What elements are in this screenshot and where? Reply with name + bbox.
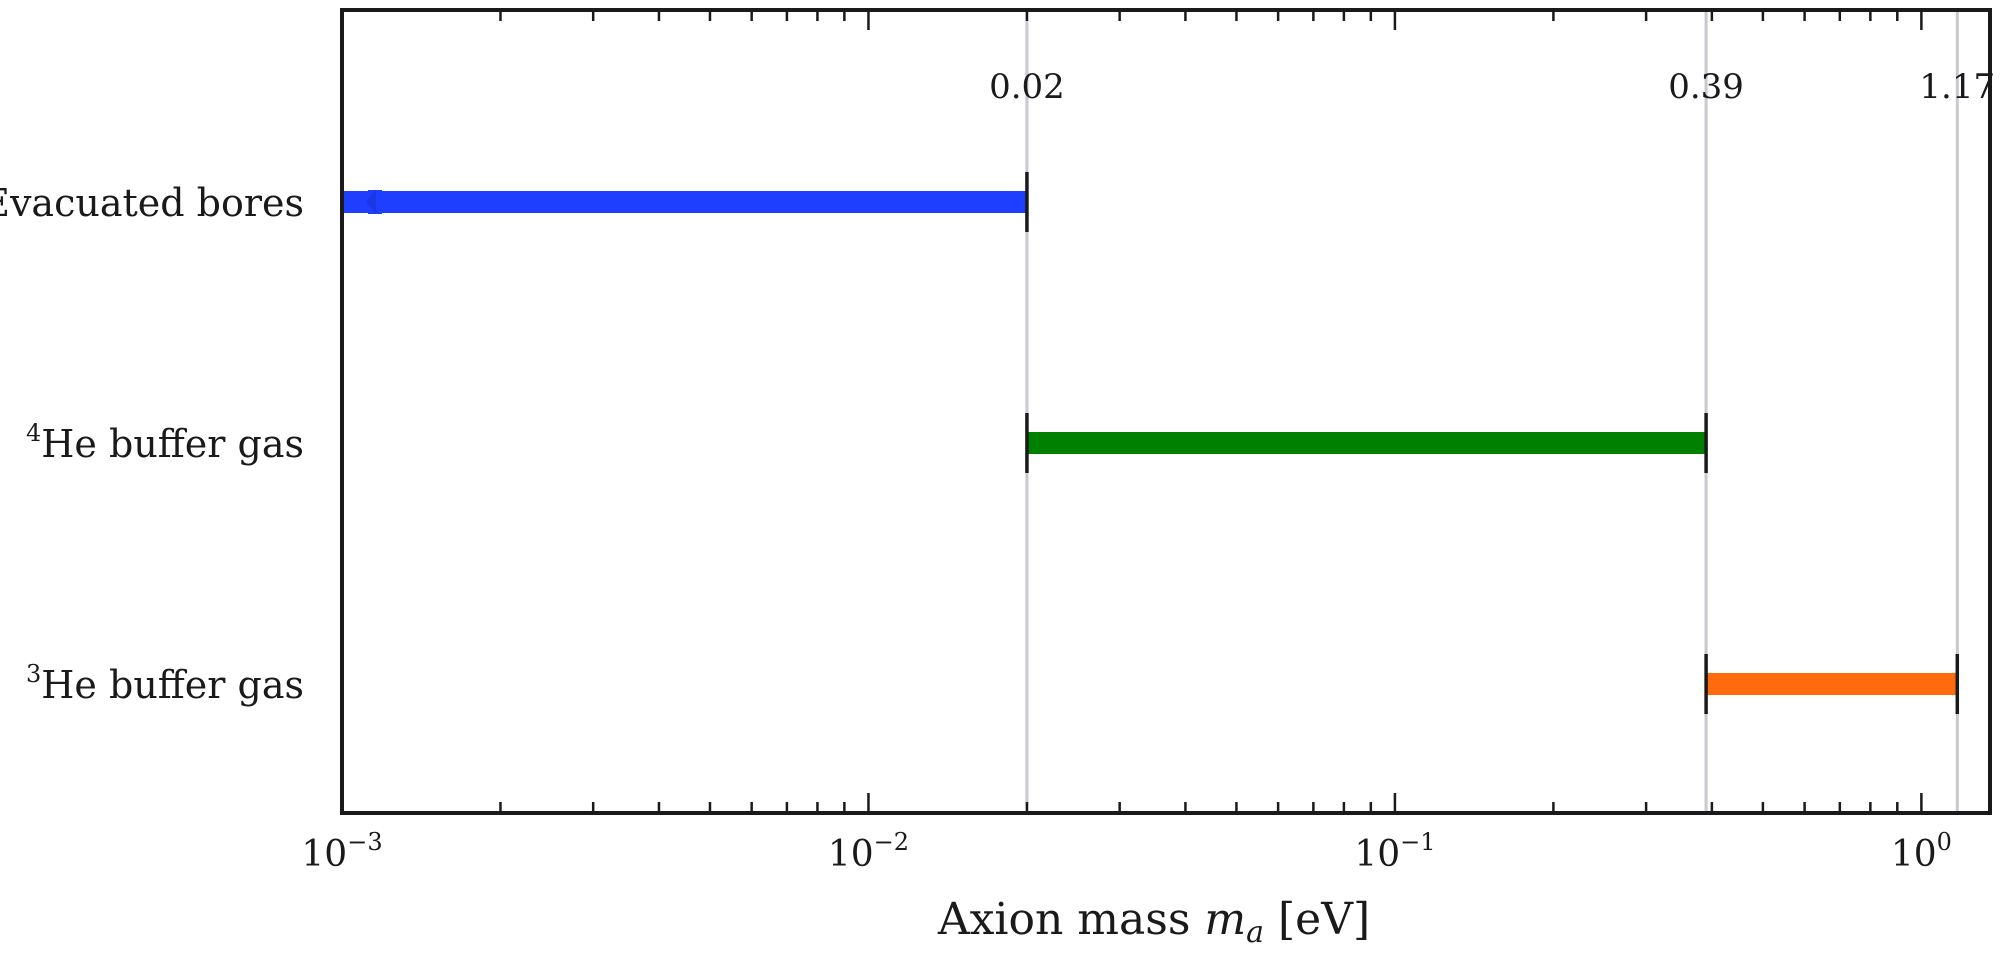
range-bar [1026, 432, 1707, 454]
reference-value-label: 0.02 [989, 67, 1065, 107]
range-bar [1706, 673, 1958, 695]
category-label-text: He buffer gas [41, 663, 304, 707]
x-axis-label-prefix: Axion mass [937, 894, 1205, 945]
category-label-text: He buffer gas [41, 422, 304, 466]
category-label-sup: 3 [26, 660, 41, 688]
category-label: 4He buffer gas [26, 419, 304, 466]
range-bar [342, 191, 1027, 213]
axis-ticks [340, 10, 1923, 813]
category-label: Evacuated bores [0, 181, 304, 225]
range-arrow-head [366, 190, 376, 214]
x-axis-label: Axion mass ma [eV] [937, 894, 1370, 950]
x-tick-label: 10−3 [301, 828, 382, 875]
x-tick-label: 10−1 [1354, 828, 1435, 875]
x-tick-base: 10 [1354, 834, 1400, 875]
x-axis-label-unit: [eV] [1264, 894, 1370, 945]
category-label-text: Evacuated bores [0, 181, 304, 225]
x-tick-exp: 0 [1937, 828, 1952, 856]
x-tick-exp: −3 [347, 828, 382, 856]
plot-frame-border [340, 8, 1992, 815]
category-label-sup: 4 [26, 419, 41, 447]
x-tick-base: 10 [828, 834, 874, 875]
reference-value-label: 1.17 [1919, 67, 1995, 107]
x-tick-base: 10 [1891, 834, 1937, 875]
x-tick-exp: −2 [874, 828, 909, 856]
x-tick-exp: −1 [1400, 828, 1435, 856]
x-tick-base: 10 [301, 834, 347, 875]
x-tick-label: 10−2 [828, 828, 909, 875]
reference-value-label: 0.39 [1668, 67, 1744, 107]
x-axis-label-subscript: a [1246, 915, 1264, 950]
x-axis-label-symbol: m [1204, 894, 1246, 945]
range-bars [342, 172, 1960, 714]
category-label: 3He buffer gas [26, 660, 304, 707]
plot-frame [340, 8, 1992, 815]
x-tick-label: 100 [1891, 828, 1952, 875]
